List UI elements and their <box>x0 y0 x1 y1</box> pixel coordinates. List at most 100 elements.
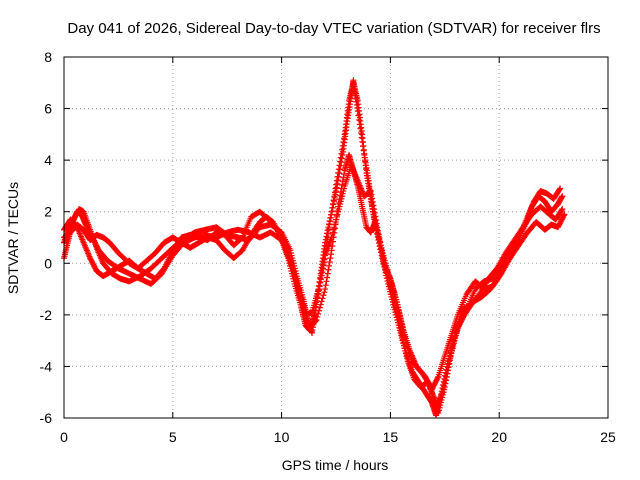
data-point <box>318 272 325 279</box>
data-point <box>379 253 386 260</box>
data-point <box>449 344 456 351</box>
data-point <box>334 180 341 187</box>
data-point <box>450 338 457 345</box>
data-point <box>327 255 334 262</box>
data-point <box>322 282 329 289</box>
y-tick-label: -6 <box>40 410 53 426</box>
data-point <box>557 185 564 192</box>
data-point <box>321 255 328 262</box>
x-tick-label: 25 <box>600 429 616 445</box>
x-tick-label: 20 <box>491 429 507 445</box>
data-point <box>561 211 568 218</box>
x-tick-label: 15 <box>383 429 399 445</box>
y-tick-label: -4 <box>40 358 53 374</box>
data-point <box>425 380 432 387</box>
data-point <box>440 383 447 390</box>
data-point <box>358 134 365 141</box>
data-point <box>560 212 567 219</box>
data-point <box>558 207 565 214</box>
data-point <box>329 204 336 211</box>
data-point <box>380 256 387 263</box>
data-point <box>318 298 325 305</box>
y-tick-label: 0 <box>44 255 52 271</box>
data-point <box>316 282 323 289</box>
data-point <box>441 379 448 386</box>
plot-frame <box>63 56 609 419</box>
x-axis-label: GPS time / hours <box>282 457 389 473</box>
data-point <box>356 121 363 128</box>
data-point <box>325 225 332 232</box>
data-point <box>401 345 408 352</box>
data-point <box>323 278 330 285</box>
y-tick-label: -2 <box>40 307 53 323</box>
y-tick-label: 4 <box>44 152 52 168</box>
data-point <box>378 249 385 256</box>
data-point <box>331 198 338 205</box>
data-point <box>377 242 384 249</box>
data-point <box>312 317 319 324</box>
data-point <box>368 191 375 198</box>
data-point <box>319 265 326 272</box>
data-point <box>444 364 451 371</box>
data-point <box>324 274 331 281</box>
data-point <box>332 191 339 198</box>
x-tick-labels: 0 5 10 15 20 25 <box>60 429 616 445</box>
data-point <box>330 201 337 208</box>
data-point <box>316 304 323 311</box>
data-point <box>559 193 566 200</box>
data-point <box>320 259 327 266</box>
data-point <box>320 292 327 299</box>
data-point <box>395 307 402 314</box>
data-point <box>318 269 325 276</box>
data-point <box>367 188 374 195</box>
y-tick-label: 8 <box>44 49 52 65</box>
data-point <box>333 188 339 195</box>
data-point <box>397 313 404 320</box>
data-point <box>397 315 404 322</box>
data-point <box>355 112 362 119</box>
data-point <box>442 373 449 380</box>
data-point <box>317 276 324 283</box>
data-point <box>445 361 452 368</box>
data-point <box>337 162 344 169</box>
data-point <box>316 279 323 286</box>
chart-title: Day 041 of 2026, Sidereal Day-to-day VTE… <box>67 20 600 37</box>
data-point <box>334 177 341 184</box>
data-point <box>322 286 329 293</box>
data-point <box>394 301 401 308</box>
data-point <box>360 147 367 154</box>
data-point <box>450 341 457 348</box>
data-point <box>358 130 365 137</box>
x-tick-label: 5 <box>169 429 177 445</box>
data-point <box>314 313 321 320</box>
data-point <box>313 317 320 324</box>
data-point <box>371 209 378 216</box>
data-point <box>452 332 459 339</box>
data-point <box>316 307 323 314</box>
data-point <box>326 258 333 265</box>
tick-marks <box>63 56 609 419</box>
data-point <box>440 386 447 393</box>
data-point <box>446 355 453 362</box>
data-point <box>324 270 331 277</box>
data-point <box>372 213 379 220</box>
data-point <box>359 138 366 145</box>
data-point <box>327 218 334 225</box>
data-point <box>443 370 450 377</box>
data-point <box>371 206 378 213</box>
data-point <box>325 266 332 273</box>
data-point <box>396 310 403 317</box>
data-point <box>336 170 343 177</box>
data-point <box>321 289 328 296</box>
y-tick-label: 6 <box>44 101 52 117</box>
data-point <box>331 194 338 201</box>
data-point <box>398 318 405 325</box>
data-point <box>326 221 333 228</box>
data-point <box>333 184 340 191</box>
data-point <box>376 238 383 245</box>
data-point <box>395 304 402 311</box>
data-point <box>376 235 383 242</box>
data-point <box>369 195 376 202</box>
data-point <box>559 206 566 213</box>
data-point <box>320 262 327 269</box>
